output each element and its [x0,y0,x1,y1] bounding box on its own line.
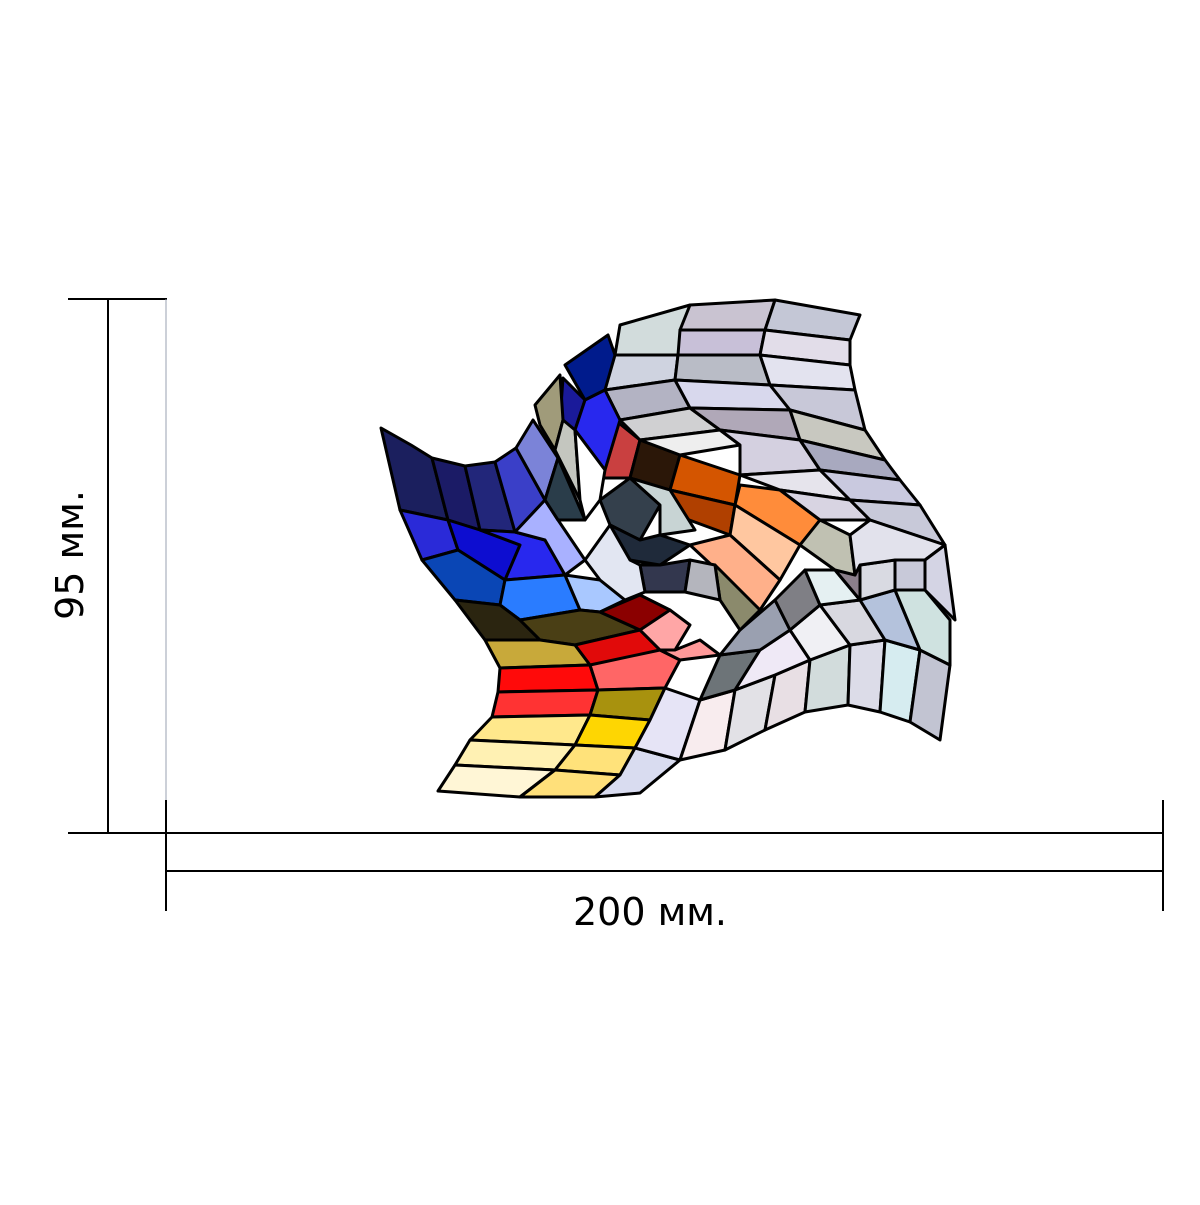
glass-pane [593,746,682,799]
mosaic [379,298,957,799]
glass-pane [563,333,617,402]
glass-pane [573,388,622,472]
glass-pane [848,518,947,577]
glass-pane [658,638,722,662]
glass-pane [893,558,927,592]
glass-pane [683,558,722,602]
glass-pane [676,328,767,357]
glass-pane [923,543,957,622]
width-dimension-label: 200 мм. [572,890,728,934]
glass-pane [628,476,697,537]
height-dimension [68,298,167,834]
glass-pane [490,688,600,719]
glass-pane [583,523,647,602]
height-dimension-label: 95 мм. [48,490,92,620]
width-dimension [165,800,1164,911]
glass-pane [638,608,692,652]
glass-pane [678,298,777,332]
glass-pane [543,456,587,522]
glass-pane [638,558,692,594]
glass-pane [496,663,600,694]
glass-pane [588,648,682,692]
